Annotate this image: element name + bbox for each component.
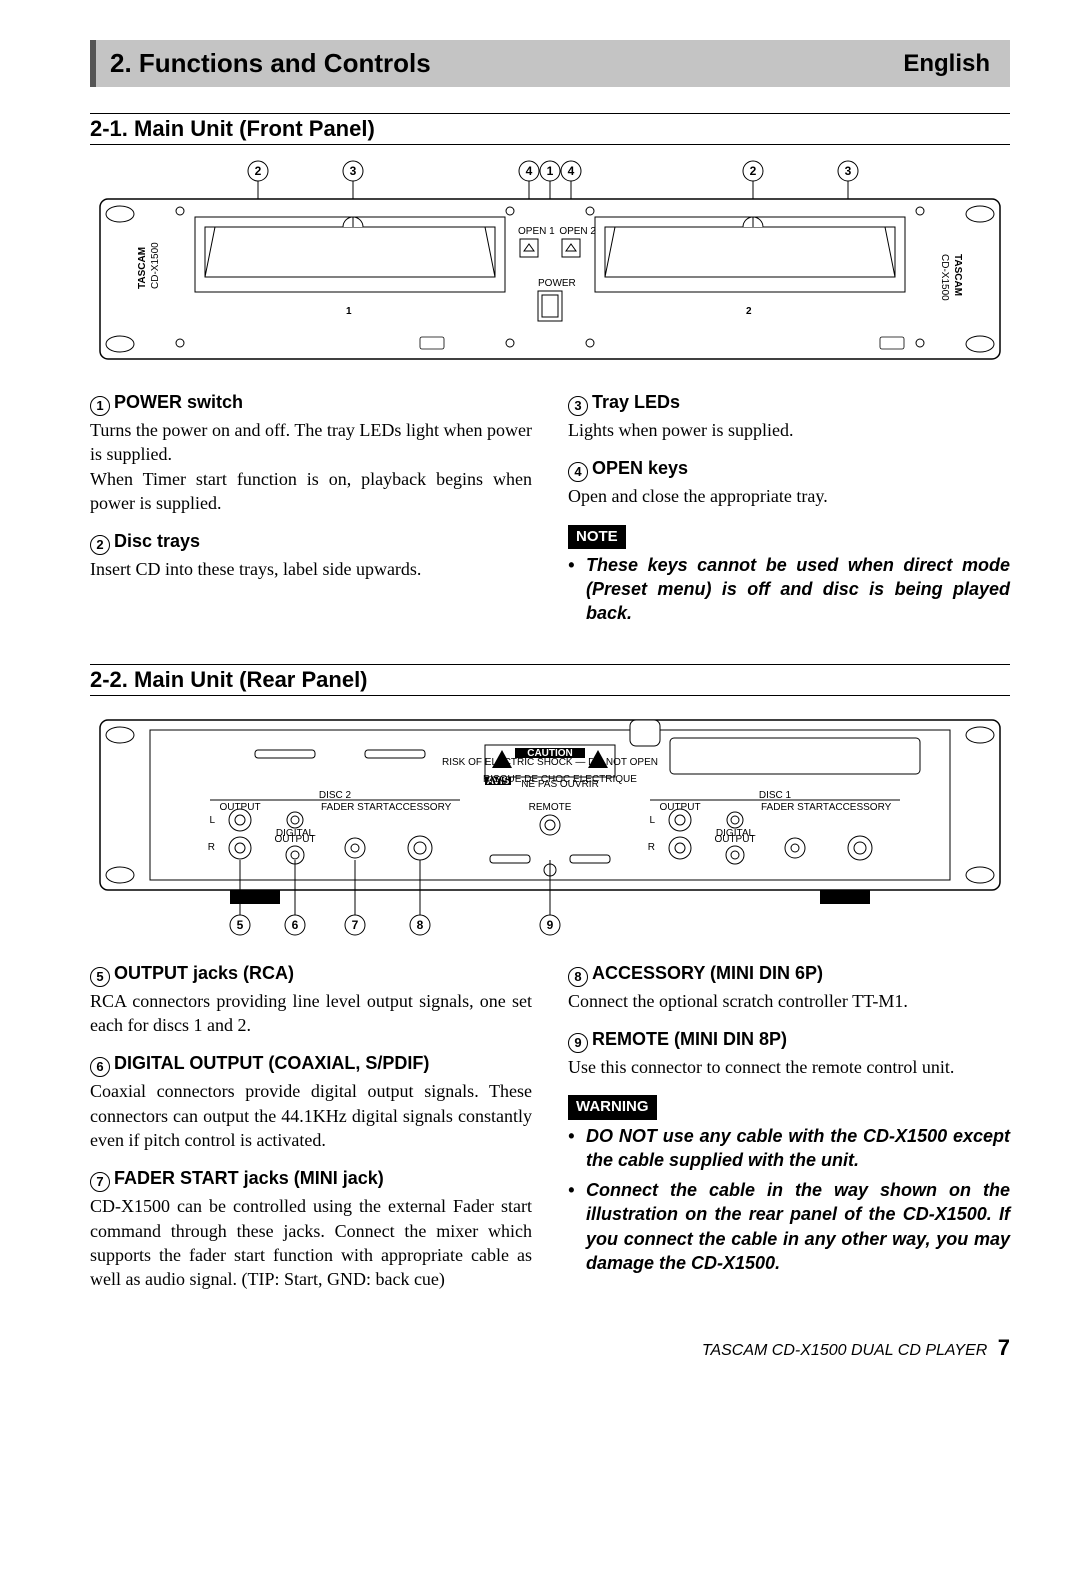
svg-text:REMOTE: REMOTE bbox=[529, 802, 572, 813]
note-label: NOTE bbox=[568, 525, 626, 549]
svg-text:FADER START: FADER START bbox=[761, 802, 829, 813]
control-body: Open and close the appropriate tray. bbox=[568, 484, 1010, 508]
svg-text:L: L bbox=[649, 815, 655, 826]
svg-text:6: 6 bbox=[292, 918, 299, 932]
svg-text:5: 5 bbox=[237, 918, 244, 932]
note-block: NOTE These keys cannot be used when dire… bbox=[568, 523, 1010, 626]
control-item: 3Tray LEDsLights when power is supplied. bbox=[568, 390, 1010, 442]
svg-text:TASCAM: TASCAM bbox=[137, 247, 148, 289]
svg-text:OUTPUT: OUTPUT bbox=[714, 834, 755, 845]
svg-text:POWER: POWER bbox=[538, 278, 576, 289]
svg-text:3: 3 bbox=[350, 164, 357, 178]
warning-label: WARNING bbox=[568, 1095, 657, 1119]
control-item: 2Disc traysInsert CD into these trays, l… bbox=[90, 529, 532, 581]
svg-text:OPEN 2: OPEN 2 bbox=[559, 226, 596, 237]
svg-text:R: R bbox=[648, 842, 655, 853]
control-item: 8ACCESSORY (MINI DIN 6P)Connect the opti… bbox=[568, 961, 1010, 1013]
control-title: 9REMOTE (MINI DIN 8P) bbox=[568, 1027, 1010, 1053]
svg-text:2: 2 bbox=[255, 164, 262, 178]
control-title: 1POWER switch bbox=[90, 390, 532, 416]
control-body: Lights when power is supplied. bbox=[568, 418, 1010, 442]
control-body: Connect the optional scratch controller … bbox=[568, 989, 1010, 1013]
svg-text:4: 4 bbox=[568, 164, 575, 178]
control-title: 4OPEN keys bbox=[568, 456, 1010, 482]
language-label: English bbox=[903, 50, 990, 78]
warning-block: WARNING DO NOT use any cable with the CD… bbox=[568, 1093, 1010, 1275]
section-2-columns: 5OUTPUT jacks (RCA)RCA connectors provid… bbox=[90, 961, 1010, 1306]
control-item: 4OPEN keysOpen and close the appropriate… bbox=[568, 456, 1010, 508]
control-item: 9REMOTE (MINI DIN 8P)Use this connector … bbox=[568, 1027, 1010, 1079]
control-item: 7FADER START jacks (MINI jack)CD-X1500 c… bbox=[90, 1166, 532, 1291]
callout-number: 3 bbox=[568, 396, 588, 416]
page-header: 2. Functions and Controls English bbox=[90, 40, 1010, 87]
callout-number: 1 bbox=[90, 396, 110, 416]
svg-text:1: 1 bbox=[346, 306, 352, 317]
svg-text:2: 2 bbox=[750, 164, 757, 178]
svg-text:L: L bbox=[209, 815, 215, 826]
control-title: 7FADER START jacks (MINI jack) bbox=[90, 1166, 532, 1192]
front-panel-diagram: 2341423 TASCAM CD-X1500 TASCAM CD-X1500 … bbox=[90, 159, 1010, 369]
chapter-title: 2. Functions and Controls bbox=[110, 48, 431, 79]
warning-item: Connect the cable in the way shown on th… bbox=[568, 1178, 1010, 1275]
callout-number: 8 bbox=[568, 967, 588, 987]
svg-text:1: 1 bbox=[547, 164, 554, 178]
callout-number: 5 bbox=[90, 967, 110, 987]
footer-text: TASCAM CD-X1500 DUAL CD PLAYER bbox=[702, 1342, 987, 1359]
callout-number: 7 bbox=[90, 1172, 110, 1192]
control-item: 5OUTPUT jacks (RCA)RCA connectors provid… bbox=[90, 961, 532, 1038]
svg-text:4: 4 bbox=[526, 164, 533, 178]
svg-text:CD-X1500: CD-X1500 bbox=[939, 254, 950, 301]
svg-text:CD-X1500: CD-X1500 bbox=[150, 242, 161, 289]
warning-item: DO NOT use any cable with the CD-X1500 e… bbox=[568, 1124, 1010, 1173]
svg-text:NE PAS OUVRIR: NE PAS OUVRIR bbox=[521, 779, 599, 790]
svg-text:3: 3 bbox=[845, 164, 852, 178]
control-title: 3Tray LEDs bbox=[568, 390, 1010, 416]
control-title: 6DIGITAL OUTPUT (COAXIAL, S/PDIF) bbox=[90, 1051, 532, 1077]
control-body: Insert CD into these trays, label side u… bbox=[90, 557, 532, 581]
callout-number: 2 bbox=[90, 535, 110, 555]
callout-number: 9 bbox=[568, 1033, 588, 1053]
section-2-left-col: 5OUTPUT jacks (RCA)RCA connectors provid… bbox=[90, 961, 532, 1306]
svg-text:RISK OF ELECTRIC SHOCK — DO NO: RISK OF ELECTRIC SHOCK — DO NOT OPEN bbox=[442, 757, 658, 768]
control-body: Turns the power on and off. The tray LED… bbox=[90, 418, 532, 515]
svg-text:ACCESSORY: ACCESSORY bbox=[389, 802, 452, 813]
control-item: 6DIGITAL OUTPUT (COAXIAL, S/PDIF)Coaxial… bbox=[90, 1051, 532, 1152]
callout-number: 4 bbox=[568, 462, 588, 482]
svg-text:7: 7 bbox=[352, 918, 359, 932]
note-text: These keys cannot be used when direct mo… bbox=[568, 553, 1010, 626]
svg-text:TASCAM: TASCAM bbox=[952, 254, 963, 296]
section-1-columns: 1POWER switchTurns the power on and off.… bbox=[90, 390, 1010, 640]
section-2-right-col: 8ACCESSORY (MINI DIN 6P)Connect the opti… bbox=[568, 961, 1010, 1306]
svg-text:OUTPUT: OUTPUT bbox=[274, 834, 315, 845]
svg-text:FADER START: FADER START bbox=[321, 802, 389, 813]
control-title: 8ACCESSORY (MINI DIN 6P) bbox=[568, 961, 1010, 987]
svg-text:2: 2 bbox=[746, 306, 752, 317]
control-title: 2Disc trays bbox=[90, 529, 532, 555]
control-body: CD-X1500 can be controlled using the ext… bbox=[90, 1194, 532, 1291]
svg-text:9: 9 bbox=[547, 918, 554, 932]
callout-number: 6 bbox=[90, 1057, 110, 1077]
svg-text:ACCESSORY: ACCESSORY bbox=[829, 802, 892, 813]
control-title: 5OUTPUT jacks (RCA) bbox=[90, 961, 532, 987]
svg-text:OPEN 1: OPEN 1 bbox=[518, 226, 555, 237]
page-number: 7 bbox=[998, 1335, 1010, 1360]
control-body: RCA connectors providing line level outp… bbox=[90, 989, 532, 1038]
control-body: Use this connector to connect the remote… bbox=[568, 1055, 1010, 1079]
section-1-title: 2-1. Main Unit (Front Panel) bbox=[90, 113, 1010, 145]
section-2-title: 2-2. Main Unit (Rear Panel) bbox=[90, 664, 1010, 696]
svg-text:DISC 2: DISC 2 bbox=[319, 790, 352, 801]
page-footer: TASCAM CD-X1500 DUAL CD PLAYER 7 bbox=[90, 1335, 1010, 1361]
svg-text:R: R bbox=[208, 842, 215, 853]
svg-text:DISC 1: DISC 1 bbox=[759, 790, 792, 801]
control-body: Coaxial connectors provide digital outpu… bbox=[90, 1079, 532, 1152]
control-item: 1POWER switchTurns the power on and off.… bbox=[90, 390, 532, 515]
rear-panel-diagram: CAUTION RISK OF ELECTRIC SHOCK — DO NOT … bbox=[90, 710, 1010, 940]
section-1-left-col: 1POWER switchTurns the power on and off.… bbox=[90, 390, 532, 640]
svg-text:8: 8 bbox=[417, 918, 424, 932]
section-1-right-col: 3Tray LEDsLights when power is supplied.… bbox=[568, 390, 1010, 640]
